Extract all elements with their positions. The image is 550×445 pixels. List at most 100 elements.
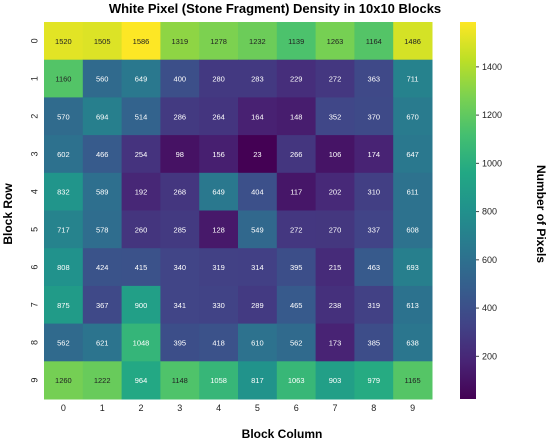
- heatmap-cell: [44, 97, 84, 136]
- cell-value-label: 463: [368, 263, 381, 272]
- cell-value-label: 1164: [366, 37, 382, 46]
- heatmap-cell: [121, 135, 161, 174]
- y-axis-label: Block Row: [1, 183, 15, 245]
- heatmap-cell: [82, 97, 123, 136]
- cell-value-label: 465: [290, 301, 303, 310]
- cell-value-label: 1222: [94, 376, 111, 385]
- heatmap-cell: [276, 172, 317, 211]
- heatmap-cell: [315, 172, 355, 211]
- cell-value-label: 589: [96, 188, 109, 197]
- heatmap-cell: [238, 361, 278, 400]
- cell-value-label: 602: [57, 150, 70, 159]
- heatmap-cell: [44, 135, 84, 174]
- heatmap-cell: [44, 22, 84, 61]
- colorbar-tick-label: 1200: [482, 110, 502, 120]
- cell-value-label: 283: [251, 75, 264, 84]
- cell-value-label: 562: [57, 338, 70, 347]
- heatmap-cell: [276, 210, 317, 249]
- heatmap-cell: [160, 361, 200, 400]
- heatmap-cell: [44, 323, 84, 362]
- heatmap-cell: [393, 97, 433, 136]
- heatmap-cell: [199, 248, 239, 287]
- colorbar-ticks: 200 400 600 800 1000 1200 1400: [476, 62, 502, 361]
- heatmap-cell: [44, 285, 84, 325]
- cell-value-label: 363: [368, 75, 381, 84]
- heatmap-cell: [393, 135, 433, 174]
- cell-value-label: 395: [290, 263, 303, 272]
- x-tick-label: 5: [255, 403, 260, 413]
- heatmap-cell: [160, 210, 200, 249]
- cell-value-label: 1165: [405, 376, 421, 385]
- x-tick-labels: 0 1 2 3 4 5 6 7 8 9: [61, 403, 415, 413]
- cell-value-label: 562: [290, 338, 303, 347]
- cell-value-label: 1058: [210, 376, 227, 385]
- heatmap-cell: [199, 172, 239, 211]
- cell-value-label: 717: [57, 225, 70, 234]
- heatmap-cell: [354, 172, 394, 211]
- cell-value-label: 106: [329, 150, 342, 159]
- cell-value-label: 466: [96, 150, 109, 159]
- heatmap-cell: [121, 59, 161, 98]
- x-tick-label: 2: [138, 403, 143, 413]
- cell-value-label: 264: [212, 112, 225, 121]
- cell-value-label: 1319: [171, 37, 188, 46]
- cell-value-label: 808: [57, 263, 70, 272]
- heatmap-cell: [393, 59, 433, 98]
- cell-value-label: 424: [96, 263, 109, 272]
- cell-value-label: 272: [290, 225, 303, 234]
- heatmap-cell: [238, 59, 278, 98]
- heatmap-cell: [238, 248, 278, 287]
- cell-value-label: 385: [368, 338, 381, 347]
- heatmap-cell: [199, 323, 239, 362]
- cell-value-label: 621: [96, 338, 109, 347]
- heatmap-cell: [160, 59, 200, 98]
- heatmap-cell: [354, 285, 394, 325]
- heatmap-cell: [393, 323, 433, 362]
- heatmap-cell: [82, 285, 123, 325]
- heatmap-cell: [121, 172, 161, 211]
- cell-value-label: 254: [135, 150, 148, 159]
- heatmap-cell: [238, 97, 278, 136]
- cell-value-label: 215: [329, 263, 342, 272]
- cell-value-label: 337: [368, 225, 381, 234]
- y-tick-label: 8: [29, 340, 39, 345]
- heatmap-cell: [393, 172, 433, 211]
- y-tick-label: 9: [29, 378, 39, 383]
- y-tick-label: 1: [29, 76, 39, 81]
- colorbar-tick-label: 400: [482, 303, 497, 313]
- cell-value-label: 1139: [288, 37, 304, 46]
- heatmap-cell: [238, 135, 278, 174]
- heatmap-cell: [276, 323, 317, 362]
- heatmap-cell: [44, 210, 84, 249]
- cell-value-label: 570: [57, 112, 70, 121]
- heatmap-cell: [315, 285, 355, 325]
- x-tick-label: 0: [61, 403, 66, 413]
- cell-value-label: 352: [329, 112, 342, 121]
- colorbar-tick-label: 1000: [482, 158, 502, 168]
- heatmap-cell: [199, 210, 239, 249]
- cell-value-label: 202: [329, 188, 342, 197]
- cell-value-label: 286: [174, 112, 187, 121]
- cell-value-label: 514: [135, 112, 148, 121]
- heatmap-cell: [393, 210, 433, 249]
- heatmap-cell: [121, 22, 161, 61]
- heatmap-cell: [82, 210, 123, 249]
- cell-value-label: 400: [174, 75, 187, 84]
- heatmap-cell: [199, 361, 239, 400]
- heatmap-cell: [276, 248, 317, 287]
- cell-value-label: 875: [57, 301, 70, 310]
- cell-value-label: 319: [212, 263, 225, 272]
- heatmap-cell: [354, 22, 394, 61]
- cell-value-label: 156: [212, 150, 225, 159]
- heatmap-cell: [354, 323, 394, 362]
- heatmap-cell: [238, 285, 278, 325]
- cell-value-label: 367: [96, 301, 109, 310]
- colorbar-tick-label: 600: [482, 255, 497, 265]
- cell-value-label: 1048: [133, 338, 150, 347]
- x-tick-label: 6: [294, 403, 299, 413]
- cell-value-label: 649: [212, 188, 225, 197]
- y-tick-label: 0: [29, 38, 39, 43]
- heatmap-cell: [160, 323, 200, 362]
- cell-value-label: 1486: [404, 37, 421, 46]
